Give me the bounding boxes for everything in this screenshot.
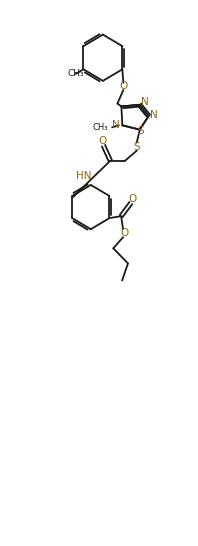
Text: O: O (98, 135, 107, 146)
Text: CH₃: CH₃ (92, 123, 108, 132)
Text: CH₃: CH₃ (68, 69, 84, 78)
Text: S: S (133, 142, 140, 152)
Text: O: O (120, 228, 128, 238)
Text: HN: HN (76, 171, 92, 181)
Text: N: N (141, 97, 149, 108)
Text: N: N (150, 110, 158, 120)
Text: N: N (112, 120, 120, 130)
Text: S: S (137, 126, 144, 135)
Text: O: O (129, 194, 137, 204)
Text: O: O (119, 81, 128, 91)
